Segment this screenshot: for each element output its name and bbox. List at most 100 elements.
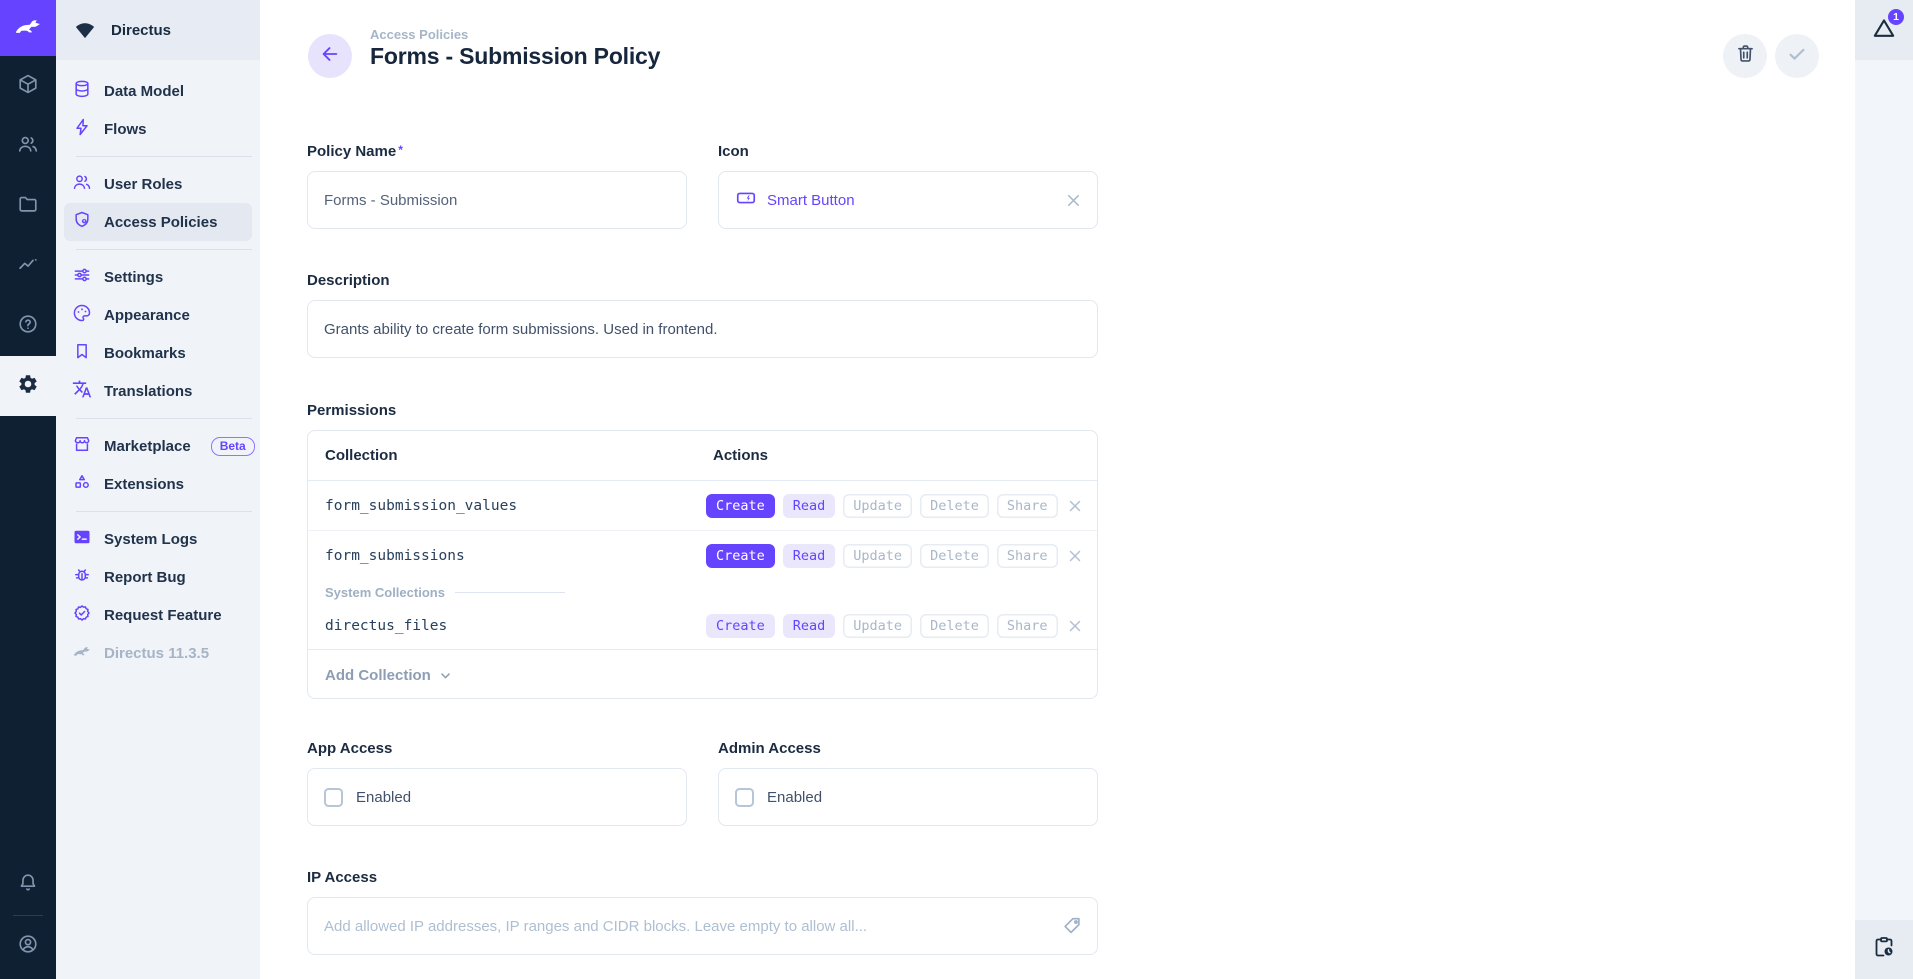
permissions-table: Collection Actions form_submission_value…: [307, 430, 1098, 699]
module-content[interactable]: [0, 56, 56, 116]
create-chip[interactable]: Create: [706, 493, 775, 518]
check-icon: [1786, 43, 1808, 70]
back-button[interactable]: [308, 34, 352, 78]
delete-chip[interactable]: Delete: [920, 544, 989, 568]
sidebar-item-report-bug[interactable]: Report Bug: [64, 558, 252, 596]
sidebar-item-appearance[interactable]: Appearance: [64, 296, 252, 334]
rabbit-logo-icon: [13, 11, 43, 46]
sidebar-item-access-policies[interactable]: Access Policies: [64, 203, 252, 241]
read-chip[interactable]: Read: [782, 544, 836, 568]
notifications-panel-toggle[interactable]: 1: [1855, 0, 1913, 60]
update-chip[interactable]: Update: [843, 614, 913, 638]
sidebar-item-label: Settings: [104, 268, 164, 286]
action-chips: Create Read Update Delete Share: [706, 544, 1066, 568]
sidebar-item-label: Marketplace: [104, 437, 191, 455]
table-row: form_submissions Create Read Update Dele…: [308, 531, 1097, 581]
project-wedge-icon: [72, 17, 98, 43]
module-insights[interactable]: [0, 236, 56, 296]
sidebar-item-marketplace[interactable]: Marketplace Beta: [64, 427, 255, 465]
sidebar-item-request-feature[interactable]: Request Feature: [64, 596, 252, 634]
read-chip[interactable]: Read: [782, 493, 836, 518]
sidebar-item-label: User Roles: [104, 175, 183, 193]
trash-icon: [1735, 43, 1756, 69]
read-chip[interactable]: Read: [782, 614, 836, 638]
palette-icon: [72, 303, 92, 327]
users-icon: [17, 133, 39, 160]
sidebar-item-user-roles[interactable]: User Roles: [64, 165, 252, 203]
module-settings[interactable]: [0, 356, 56, 416]
create-chip[interactable]: Create: [706, 544, 775, 568]
module-bar-bottom: [0, 864, 56, 979]
sidebar-divider: [76, 511, 252, 512]
create-chip[interactable]: Create: [706, 614, 775, 638]
policy-name-input[interactable]: [307, 171, 687, 229]
project-header[interactable]: Directus: [56, 0, 260, 60]
admin-access-checkbox-label: Enabled: [767, 788, 823, 806]
notifications-button[interactable]: [0, 864, 56, 906]
app-access-group: App Access Enabled: [307, 740, 687, 826]
folder-icon: [17, 193, 39, 220]
description-input[interactable]: Grants ability to create form submission…: [307, 300, 1098, 358]
gear-icon: [17, 373, 39, 400]
remove-row-x[interactable]: [1066, 617, 1084, 635]
bookmark-icon: [72, 341, 92, 365]
remove-row-x[interactable]: [1066, 497, 1084, 515]
chevron-down-icon: [437, 667, 454, 684]
sidebar-item-system-logs[interactable]: System Logs: [64, 520, 252, 558]
remove-row-x[interactable]: [1066, 547, 1084, 565]
share-chip[interactable]: Share: [996, 614, 1058, 638]
rabbit-version-icon: [72, 641, 92, 665]
app-access-label: App Access: [307, 740, 393, 757]
add-collection-button[interactable]: Add Collection: [308, 649, 1097, 700]
storefront-icon: [72, 434, 92, 458]
update-chip[interactable]: Update: [843, 493, 913, 518]
sidebar-item-bookmarks[interactable]: Bookmarks: [64, 334, 252, 372]
sidebar-item-label: Bookmarks: [104, 344, 186, 362]
tag-icon[interactable]: [1061, 915, 1083, 942]
shapes-icon: [72, 472, 92, 496]
sidebar-divider: [76, 418, 252, 419]
breadcrumb[interactable]: Access Policies: [370, 27, 469, 42]
translate-icon: [72, 379, 92, 403]
share-chip[interactable]: Share: [996, 493, 1058, 518]
sidebar-item-label: Data Model: [104, 82, 185, 100]
admin-access-label: Admin Access: [718, 740, 821, 757]
update-chip[interactable]: Update: [843, 544, 913, 568]
module-files[interactable]: [0, 176, 56, 236]
share-chip[interactable]: Share: [996, 544, 1058, 568]
permissions-table-header: Collection Actions: [308, 431, 1097, 481]
icon-select[interactable]: Smart Button: [718, 171, 1098, 229]
sidebar-item-data-model[interactable]: Data Model: [64, 72, 252, 110]
directus-logo-tile[interactable]: [0, 0, 56, 56]
beta-badge: Beta: [210, 436, 255, 456]
save-button[interactable]: [1775, 34, 1819, 78]
delete-button[interactable]: [1723, 34, 1767, 78]
sidebar-item-extensions[interactable]: Extensions: [64, 465, 252, 503]
clear-icon-x[interactable]: [1064, 191, 1083, 210]
app-access-checkbox[interactable]: [324, 787, 343, 807]
delete-chip[interactable]: Delete: [920, 614, 989, 638]
database-icon: [72, 79, 92, 103]
ip-access-input[interactable]: [307, 897, 1098, 955]
revisions-panel-toggle[interactable]: [1855, 920, 1913, 979]
admin-access-checkbox[interactable]: [735, 787, 754, 807]
policy-name-label: Policy Name *: [307, 143, 403, 160]
module-help[interactable]: [0, 296, 56, 356]
actions-column-header: Actions: [713, 447, 769, 464]
app-access-field: Enabled: [307, 768, 687, 826]
permissions-section: Permissions Collection Actions form_subm…: [307, 402, 1098, 699]
table-row: directus_files Create Read Update Delete…: [308, 603, 1097, 649]
terminal-icon: [72, 527, 92, 551]
delete-chip[interactable]: Delete: [920, 493, 989, 518]
account-button[interactable]: [0, 925, 56, 967]
alert-triangle-icon: [1871, 15, 1897, 46]
sidebar-item-translations[interactable]: Translations: [64, 372, 252, 410]
collection-name: form_submissions: [325, 548, 465, 564]
module-users[interactable]: [0, 116, 56, 176]
sidebar-item-settings[interactable]: Settings: [64, 258, 252, 296]
sidebar-item-label: Flows: [104, 120, 147, 138]
required-asterisk: *: [398, 143, 403, 157]
sidebar-item-label: Report Bug: [104, 568, 186, 586]
sidebar-item-flows[interactable]: Flows: [64, 110, 252, 148]
